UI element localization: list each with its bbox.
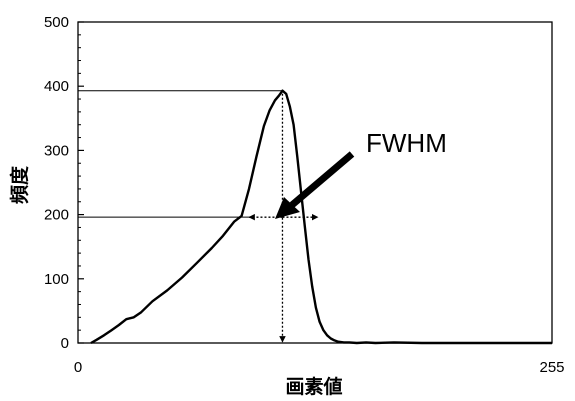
x-tick-label: 255 <box>539 359 564 376</box>
tick-labels: 0 100 200 300 400 500 0 255 <box>44 14 565 376</box>
y-tick-label: 400 <box>44 78 69 95</box>
series-group <box>90 89 552 345</box>
y-tick-label: 500 <box>44 14 69 31</box>
axes <box>77 21 553 344</box>
y-tick-label: 200 <box>44 207 69 224</box>
y-tick-label: 300 <box>44 142 69 159</box>
y-tick-label: 100 <box>44 271 69 288</box>
fwhm-arrowhead <box>275 197 300 219</box>
fwhm-label: FWHM <box>366 128 447 158</box>
x-axis-title: 画素値 <box>285 375 342 398</box>
plot-frame <box>77 21 553 344</box>
histogram-line <box>90 89 552 345</box>
y-axis-title: 頻度 <box>8 165 31 204</box>
fwhm-arrow-shaft <box>289 151 355 208</box>
y-tick-label: 0 <box>61 335 69 352</box>
x-tick-label: 0 <box>74 359 82 376</box>
